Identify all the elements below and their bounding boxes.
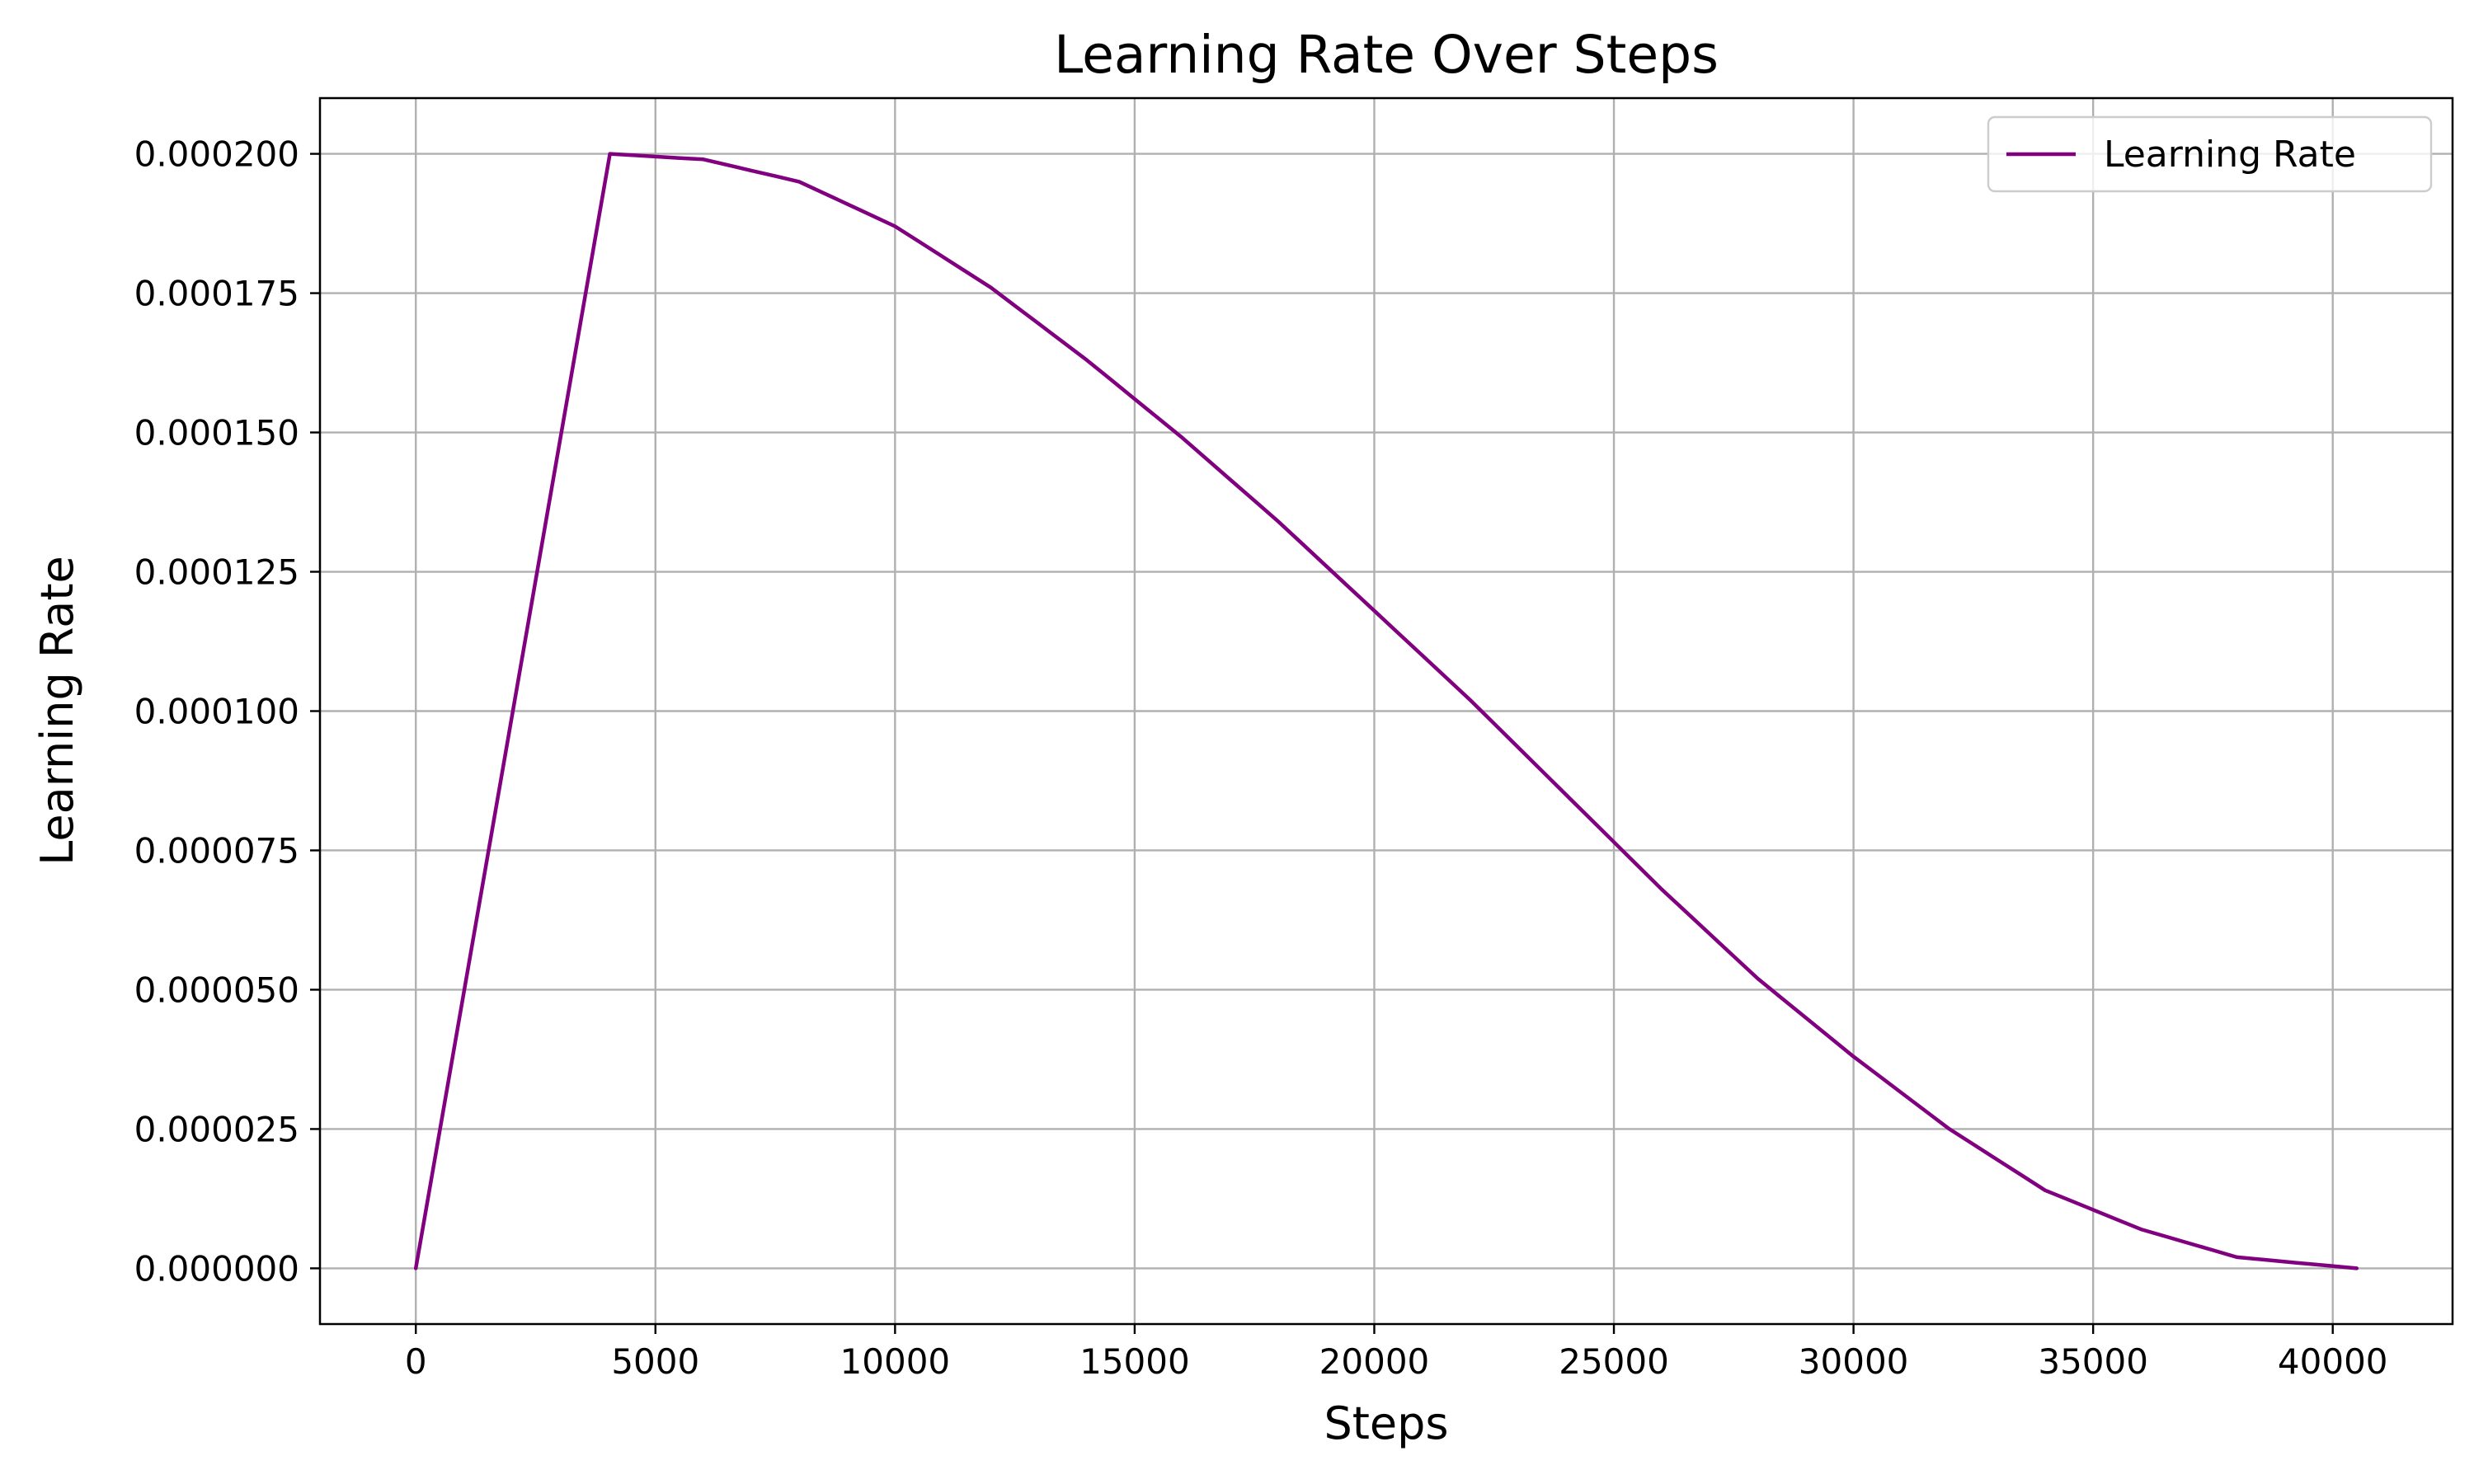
chart-title: Learning Rate Over Steps	[1054, 25, 1719, 85]
grid-lines	[320, 98, 2453, 1324]
x-tick-label: 15000	[1079, 1341, 1190, 1382]
x-tick-label: 30000	[1799, 1341, 1909, 1382]
x-tick-label: 35000	[2038, 1341, 2148, 1382]
y-tick-label: 0.000175	[134, 274, 299, 314]
y-tick-label: 0.000100	[134, 692, 299, 732]
x-tick-label: 25000	[1559, 1341, 1669, 1382]
y-axis-title: Learning Rate	[31, 556, 83, 865]
y-axis: 0.000000 0.000025 0.000050 0.000075 0.000100…	[134, 134, 320, 1289]
legend-label: Learning Rate	[2104, 134, 2356, 176]
y-tick-label: 0.000150	[134, 413, 299, 453]
legend-box	[1987, 115, 2433, 193]
x-tick-label: 40000	[2278, 1341, 2388, 1382]
y-tick-label: 0.000075	[134, 830, 299, 871]
x-tick-label: 5000	[611, 1341, 699, 1382]
y-tick-label: 0.000025	[134, 1109, 299, 1149]
x-tick-label: 20000	[1319, 1341, 1430, 1382]
learning-rate-series-line	[413, 152, 2359, 1270]
series-lines	[413, 152, 2359, 1270]
y-tick-label: 0.000125	[134, 552, 299, 593]
y-tick-label: 0.000000	[134, 1248, 299, 1289]
x-axis-title: Steps	[1324, 1397, 1448, 1449]
x-axis: 0 5000 10000 15000 20000 25000 30000 35000 40000	[405, 1324, 2388, 1382]
y-tick-label: 0.000200	[134, 134, 299, 175]
legend: Learning Rate	[1987, 115, 2433, 193]
x-tick-label: 0	[405, 1341, 427, 1382]
x-tick-label: 10000	[840, 1341, 951, 1382]
y-tick-label: 0.000050	[134, 970, 299, 1010]
